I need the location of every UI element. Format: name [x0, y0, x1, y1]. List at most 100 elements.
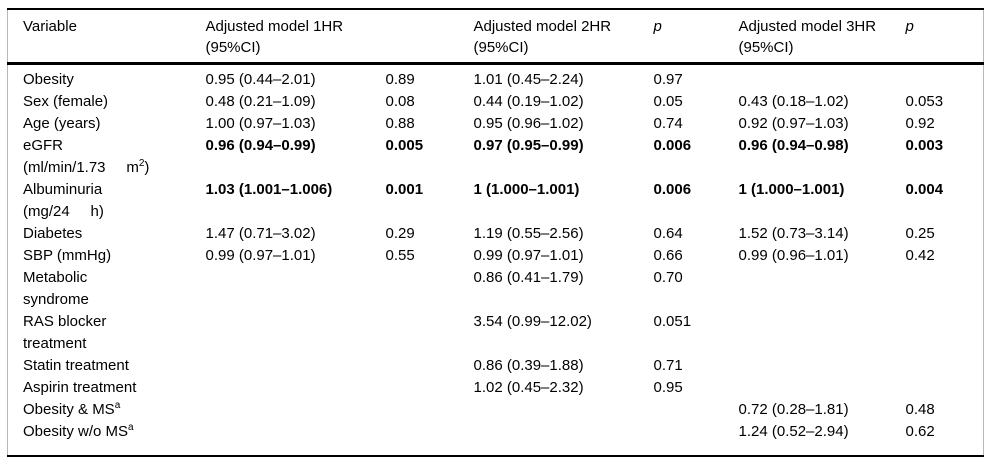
model3-p-cell: 0.42 — [905, 247, 935, 264]
model1-p-cell: 0.29 — [385, 225, 415, 242]
variable-cell: Obesity — [23, 71, 74, 88]
model3-hr-cell: 1.52 (0.73–3.14) — [738, 225, 849, 242]
model3-hr-cell: 0.92 (0.97–1.03) — [738, 115, 849, 132]
model2-p-cell: 0.006 — [653, 181, 692, 198]
model3-p-cell: 0.003 — [905, 137, 944, 154]
table-row: Diabetes 1.47 (0.71–3.02) 0.29 1.19 (0.55–2… — [8, 223, 984, 245]
column-header-p1 — [385, 9, 474, 65]
model1-p-cell — [386, 399, 474, 421]
table-row: Obesity w/o MSa 1.24 (0.52–2.94) 0.62 — [8, 421, 984, 456]
model2-hr-cell: 3.54 (0.99–12.02) — [473, 313, 592, 330]
model1-hr-cell — [206, 355, 386, 377]
model1-hr-cell: 0.48 (0.21–1.09) — [205, 93, 316, 110]
superscript-note: a — [114, 400, 121, 411]
model2-p-cell: 0.051 — [653, 313, 692, 330]
model2-hr-cell: 1.01 (0.45–2.24) — [473, 71, 584, 88]
model2-p-cell: 0.70 — [653, 269, 683, 286]
model3-hr-cell — [739, 64, 906, 92]
hr-results-table: Variable Adjusted model 1HR (95%CI) Adjuste… — [7, 8, 984, 457]
model1-hr-cell: 0.99 (0.97–1.01) — [205, 247, 316, 264]
table-row: Obesity & MSa 0.72 (0.28–1.81) 0.48 — [8, 399, 984, 421]
table-header: Variable Adjusted model 1HR (95%CI) Adjuste… — [7, 9, 984, 65]
model1-p-cell — [386, 421, 474, 456]
superscript-note: a — [128, 422, 134, 433]
variable-cell: SBP (mmHg) — [23, 247, 112, 264]
model2-p-cell: 0.71 — [653, 357, 683, 374]
model2-hr-cell: 0.99 (0.97–1.01) — [473, 247, 584, 264]
model1-hr-cell: 0.96 (0.94–0.99) — [205, 137, 316, 154]
variable-cell: Age (years) — [23, 115, 101, 132]
variable-cell: Diabetes — [23, 225, 83, 242]
column-header-p3: p — [905, 9, 984, 65]
model2-hr-cell: 0.97 (0.95–0.99) — [473, 137, 584, 154]
table-row: Age (years) 1.00 (0.97–1.03) 0.88 0.95 (0.9… — [8, 113, 984, 135]
model2-hr-cell — [474, 399, 654, 421]
model3-p-cell: 0.62 — [905, 423, 935, 440]
model2-hr-cell: 0.86 (0.41–1.79) — [473, 269, 584, 286]
model3-p-cell — [906, 267, 984, 311]
model3-hr-cell: 1.24 (0.52–2.94) — [738, 423, 849, 440]
model2-p-cell — [654, 421, 739, 456]
table-row: Statin treatment 0.86 (0.39–1.88) 0.71 — [8, 355, 984, 377]
model3-hr-cell — [739, 377, 906, 399]
model3-p-cell: 0.053 — [905, 93, 944, 110]
model3-p-cell: 0.48 — [905, 401, 935, 418]
table-row: Sex (female) 0.48 (0.21–1.09) 0.08 0.44 (0.… — [8, 91, 984, 113]
variable-cell: Obesity w/o MSa — [23, 422, 134, 441]
variable-cell: Statin treatment — [23, 357, 129, 374]
model1-p-cell — [386, 311, 474, 355]
model1-p-cell: 0.005 — [385, 137, 424, 154]
model3-p-cell: 0.25 — [905, 225, 935, 242]
model3-hr-cell: 1 (1.000–1.001) — [738, 181, 845, 198]
table-row: Albuminuria (mg/24 h) 1.03 (1.001–1.006) 0.… — [8, 179, 984, 223]
model1-hr-cell: 1.00 (0.97–1.03) — [205, 115, 316, 132]
variable-cell: Albuminuria (mg/24 h) — [23, 181, 104, 220]
variable-cell: eGFR (ml/min/1.73 m2) — [23, 137, 150, 176]
model1-p-cell: 0.08 — [385, 93, 415, 110]
variable-cell: Aspirin treatment — [23, 379, 137, 396]
model1-hr-cell: 0.95 (0.44–2.01) — [205, 71, 316, 88]
model3-p-cell — [906, 311, 984, 355]
model3-hr-cell — [739, 311, 906, 355]
column-header-model3: Adjusted model 3HR (95%CI) — [738, 9, 906, 65]
model3-p-cell — [906, 64, 984, 92]
model1-p-cell: 0.001 — [385, 181, 424, 198]
model3-p-cell: 0.92 — [905, 115, 935, 132]
model2-hr-cell: 0.44 (0.19–1.02) — [473, 93, 584, 110]
column-header-variable: Variable — [7, 9, 206, 65]
table-row: eGFR (ml/min/1.73 m2) 0.96 (0.94–0.99) 0.00… — [8, 135, 984, 179]
model3-hr-cell: 0.72 (0.28–1.81) — [738, 401, 849, 418]
model1-p-cell — [386, 355, 474, 377]
model2-hr-cell: 0.86 (0.39–1.88) — [473, 357, 584, 374]
model1-p-cell: 0.88 — [385, 115, 415, 132]
column-header-model1: Adjusted model 1HR (95%CI) — [205, 9, 386, 65]
model3-hr-cell: 0.99 (0.96–1.01) — [738, 247, 849, 264]
superscript-note: 2 — [138, 158, 145, 169]
model1-hr-cell — [206, 311, 386, 355]
model2-p-cell: 0.66 — [653, 247, 683, 264]
model3-p-cell — [906, 377, 984, 399]
model1-hr-cell: 1.03 (1.001–1.006) — [205, 181, 333, 198]
model2-hr-cell: 1 (1.000–1.001) — [473, 181, 580, 198]
table-row: Metabolic syndrome 0.86 (0.41–1.79) 0.70 — [8, 267, 984, 311]
model2-hr-cell: 0.95 (0.96–1.02) — [473, 115, 584, 132]
model3-p-cell — [906, 355, 984, 377]
table-row: RAS blocker treatment 3.54 (0.99–12.02) 0.0… — [8, 311, 984, 355]
model3-hr-cell — [739, 355, 906, 377]
model3-hr-cell: 0.96 (0.94–0.98) — [738, 137, 849, 154]
variable-cell: RAS blocker treatment — [23, 313, 107, 352]
model2-p-cell: 0.006 — [653, 137, 692, 154]
variable-cell: Metabolic syndrome — [23, 269, 89, 308]
table-row: SBP (mmHg) 0.99 (0.97–1.01) 0.55 0.99 (0.97… — [8, 245, 984, 267]
model1-hr-cell — [206, 421, 386, 456]
model3-p-cell: 0.004 — [905, 181, 944, 198]
model1-hr-cell — [206, 377, 386, 399]
model1-hr-cell: 1.47 (0.71–3.02) — [205, 225, 316, 242]
model1-hr-cell — [206, 267, 386, 311]
model2-p-cell: 0.74 — [653, 115, 683, 132]
table-body: Obesity 0.95 (0.44–2.01) 0.89 1.01 (0.45–2.… — [8, 64, 984, 457]
variable-cell: Obesity & MSa — [23, 400, 121, 419]
variable-cell: Sex (female) — [23, 93, 109, 110]
model3-hr-cell — [739, 267, 906, 311]
